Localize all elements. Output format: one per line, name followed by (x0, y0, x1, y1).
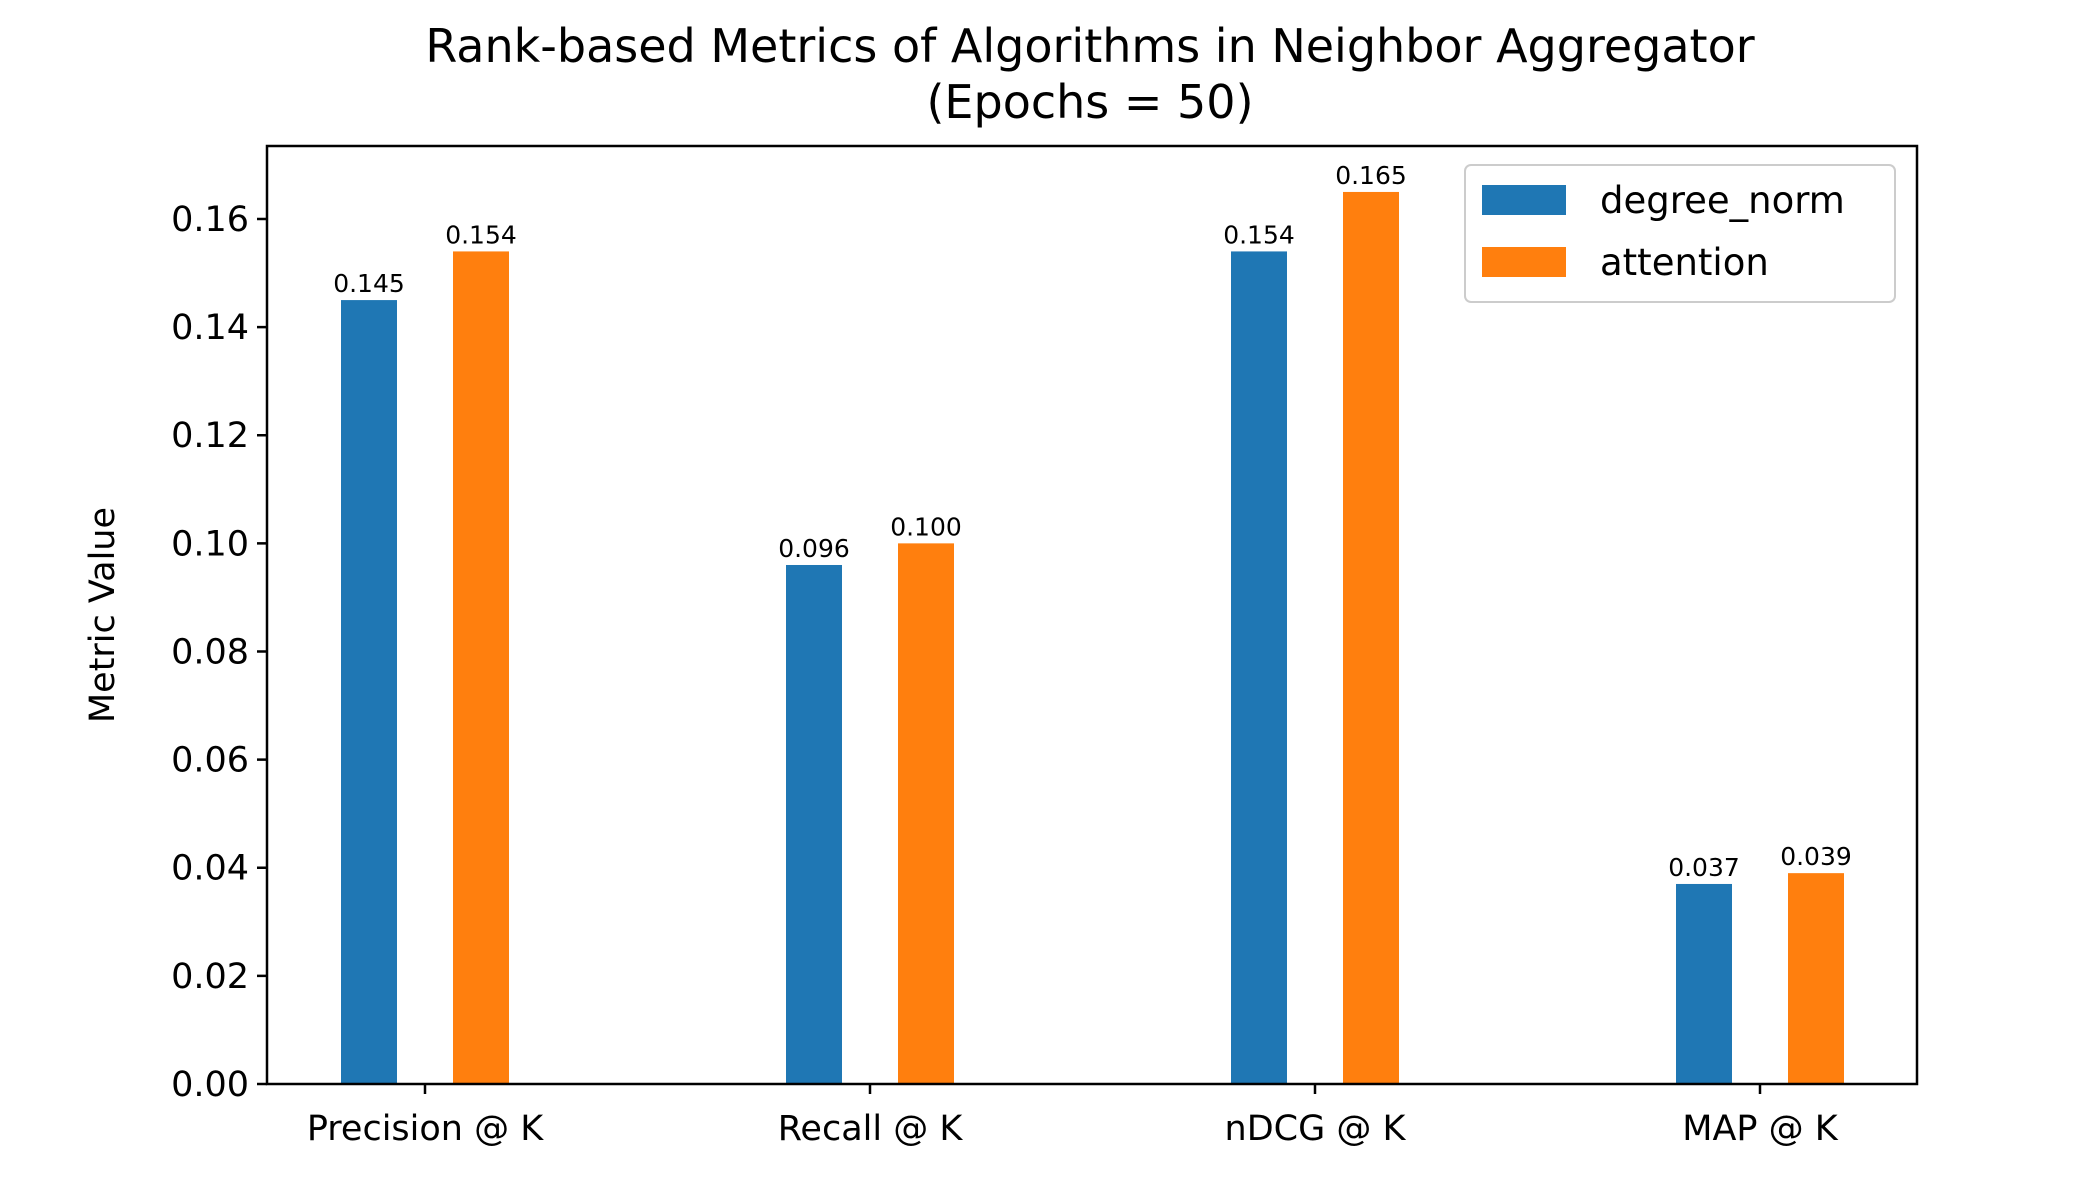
x-tick-label-3: MAP @ K (1682, 1109, 1838, 1149)
bar-attention-0 (453, 251, 509, 1084)
y-tick-label-4: 0.08 (171, 632, 249, 672)
legend-box (1464, 164, 1896, 303)
y-tick-label-8: 0.16 (171, 200, 249, 240)
y-tick-label-2: 0.04 (171, 849, 249, 889)
y-tick-label-1: 0.02 (171, 957, 249, 997)
y-tick-label-7: 0.14 (171, 308, 249, 348)
legend-label-attention: attention (1600, 241, 1769, 284)
legend-swatch-attention (1482, 247, 1566, 277)
bar-attention-2 (1343, 191, 1399, 1085)
x-tick-label-0: Precision @ K (307, 1109, 544, 1149)
data-label-degree_norm-2: 0.154 (1223, 220, 1295, 249)
bar-degree_norm-3 (1676, 883, 1732, 1084)
y-tick-label-3: 0.06 (171, 741, 249, 781)
legend-swatch-degree_norm (1482, 185, 1566, 215)
x-tick-label-1: Recall @ K (778, 1109, 964, 1149)
chart-subtitle: (Epochs = 50) (926, 75, 1253, 129)
axes-frame (265, 144, 1919, 1086)
data-label-attention-2: 0.165 (1335, 161, 1407, 190)
bar-degree_norm-1 (786, 564, 842, 1084)
x-tick-label-2: nDCG @ K (1225, 1109, 1407, 1149)
bar-attention-3 (1788, 873, 1844, 1084)
y-tick-label-5: 0.10 (171, 524, 249, 564)
legend: degree_norm attention (1464, 164, 1896, 303)
y-tick-label-6: 0.12 (171, 416, 249, 456)
data-label-degree_norm-3: 0.037 (1668, 853, 1740, 882)
data-label-degree_norm-1: 0.096 (778, 534, 850, 563)
y-tick-label-0: 0.00 (171, 1065, 249, 1105)
bar-degree_norm-0 (341, 300, 397, 1084)
plot-area: 0.145 0.096 0.154 0.037 0.154 0.100 0.165 0.039… (171, 144, 1919, 1149)
data-label-attention-0: 0.154 (445, 220, 517, 249)
bar-attention-1 (898, 543, 954, 1084)
data-label-attention-3: 0.039 (1780, 842, 1852, 871)
legend-label-degree_norm: degree_norm (1600, 179, 1845, 222)
chart-title: Rank-based Metrics of Algorithms in Neig… (425, 19, 1754, 73)
data-label-degree_norm-0: 0.145 (333, 269, 405, 298)
bar-degree_norm-2 (1231, 251, 1287, 1084)
y-axis-label: Metric Value (83, 507, 123, 723)
data-label-attention-1: 0.100 (890, 512, 962, 541)
